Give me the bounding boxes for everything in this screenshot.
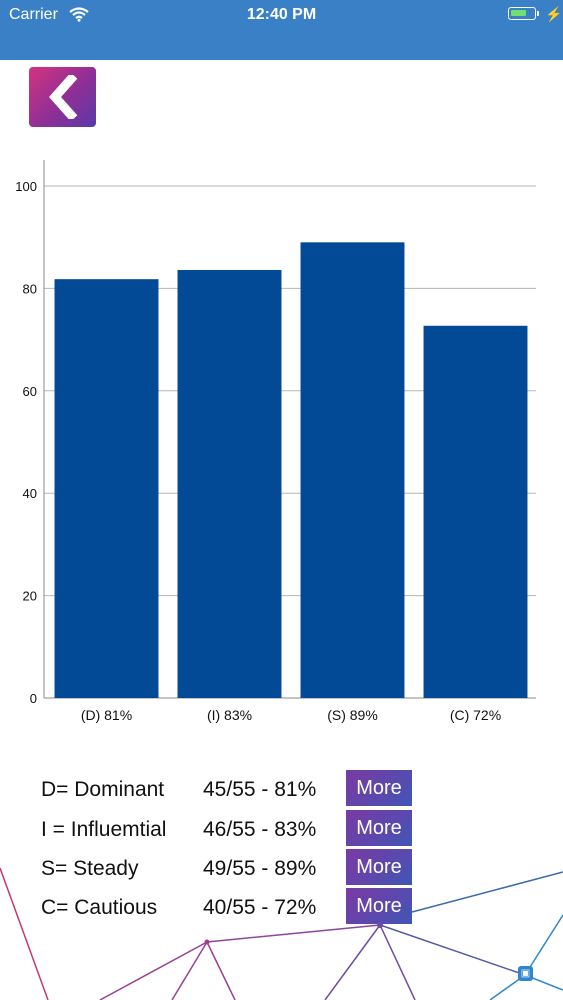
chart-bar — [300, 242, 405, 698]
battery-tip — [537, 11, 539, 16]
chart-bar — [177, 269, 282, 698]
chevron-left-icon — [48, 75, 77, 119]
chart-bar — [54, 279, 159, 698]
more-button-steady[interactable]: More — [346, 849, 412, 885]
network-background-graphic — [0, 867, 563, 1000]
carrier-label: Carrier — [9, 6, 58, 23]
legend-row-cautious: C= Cautious 40/55 - 72% More — [0, 888, 563, 924]
legend-row-steady: S= Steady 49/55 - 89% More — [0, 849, 563, 885]
legend-label: D= Dominant — [41, 778, 165, 801]
y-tick-label: 20 — [23, 589, 37, 604]
y-tick-label: 80 — [23, 281, 37, 296]
more-button-cautious[interactable]: More — [346, 888, 412, 924]
back-button[interactable] — [29, 67, 96, 127]
y-tick-label: 60 — [23, 384, 37, 399]
more-button-dominant[interactable]: More — [346, 770, 412, 806]
x-tick-label: (D) 81% — [81, 707, 132, 723]
more-button-influential[interactable]: More — [346, 810, 412, 846]
legend-label: I = Influemtial — [41, 818, 167, 841]
legend-label: C= Cautious — [41, 896, 158, 919]
battery-icon — [508, 7, 536, 20]
score-bar-chart: 0 20 40 60 80 100 (D) 81% (I) 83% (S) 89% (C) 72% — [15, 160, 536, 723]
clock-time: 12:40 PM — [246, 6, 317, 23]
legend-row-influential: I = Influemtial 46/55 - 83% More — [0, 810, 563, 846]
legend-label: S= Steady — [41, 857, 139, 880]
chart-bar — [423, 325, 528, 698]
legend-row-dominant: D= Dominant 45/55 - 81% More — [0, 770, 563, 806]
wifi-icon — [69, 6, 89, 27]
x-tick-label: (C) 72% — [450, 707, 501, 723]
legend-score: 45/55 - 81% — [203, 778, 317, 801]
battery-level-fill — [511, 10, 527, 16]
legend-score: 40/55 - 72% — [203, 896, 317, 919]
status-bar: Carrier 12:40 PM ⚡ — [0, 0, 563, 60]
x-tick-label: (S) 89% — [327, 707, 378, 723]
legend-score: 46/55 - 83% — [203, 818, 317, 841]
y-tick-label: 40 — [23, 486, 37, 501]
legend-score: 49/55 - 89% — [203, 857, 317, 880]
info-badge-icon[interactable]: ▣ — [518, 966, 533, 981]
x-tick-label: (I) 83% — [207, 707, 252, 723]
y-tick-label: 0 — [30, 691, 37, 706]
y-tick-label: 100 — [15, 179, 37, 194]
charging-bolt-icon: ⚡ — [545, 6, 563, 22]
